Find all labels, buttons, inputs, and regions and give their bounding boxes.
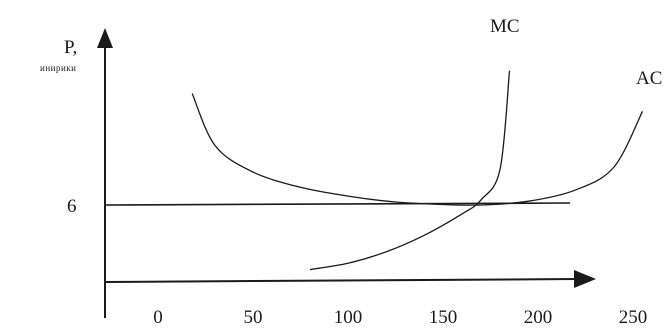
price-line	[104, 202, 571, 206]
chart-labels: MC AC P, инирики 6 0 50 100 150 200 250	[40, 16, 662, 328]
x-tick-label: 0	[153, 307, 163, 328]
y-axis-arrow-icon	[97, 28, 113, 48]
x-tick-label: 100	[334, 307, 363, 328]
x-axis-arrow-icon	[574, 270, 596, 288]
x-tick-label: 200	[524, 307, 553, 328]
x-tick-label: 250	[619, 307, 648, 328]
y-tick-label: 6	[67, 196, 77, 217]
series-mc-label: MC	[490, 16, 520, 37]
x-tick-label: 50	[244, 307, 263, 328]
axes	[97, 28, 596, 318]
series-ac-curve	[191, 93, 644, 206]
chart-lines	[104, 70, 644, 271]
series-mc-curve	[309, 70, 511, 271]
series-ac-label: AC	[636, 68, 662, 89]
y-axis-label: P,	[64, 37, 77, 58]
x-axis	[104, 278, 579, 283]
y-axis-sublabel: инирики	[40, 63, 76, 73]
x-tick-label: 150	[429, 307, 458, 328]
